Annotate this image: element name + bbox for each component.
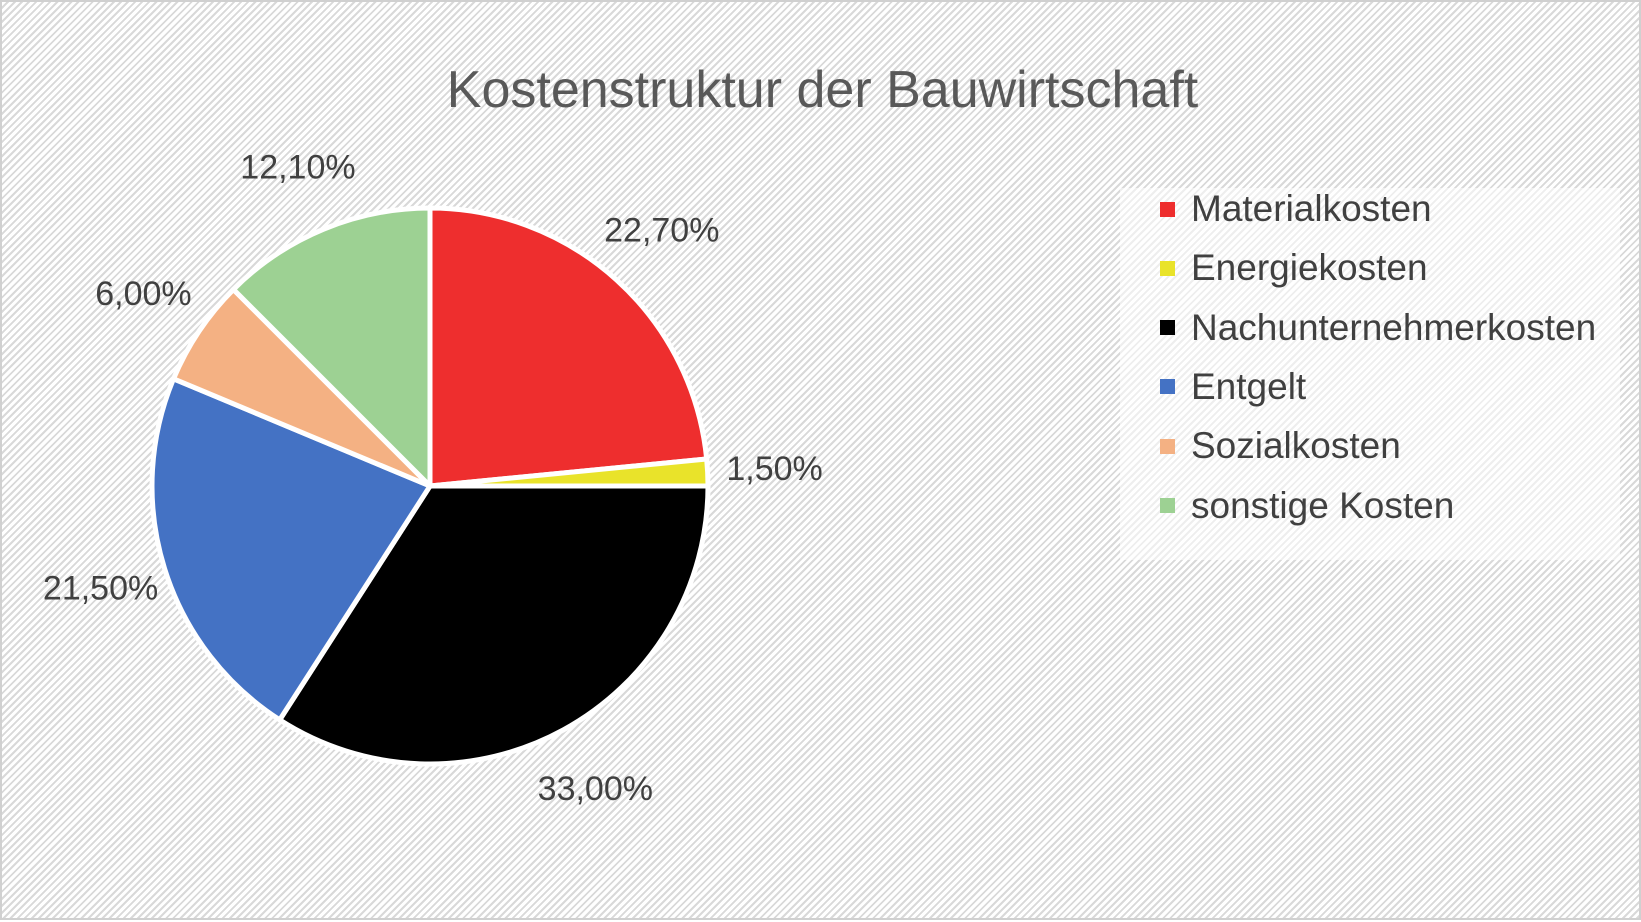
chart-title: Kostenstruktur der Bauwirtschaft: [446, 61, 1199, 119]
pie-slices: [149, 205, 711, 767]
legend-swatch: [1160, 438, 1175, 454]
data-label-entgelt: 21,50%: [43, 570, 158, 608]
pie-slice-sonstige-kosten: [230, 205, 433, 489]
legend-label: Nachunternehmerkosten: [1191, 306, 1597, 348]
legend-label: Sozialkosten: [1191, 425, 1401, 467]
legend-label: Materialkosten: [1191, 188, 1432, 229]
pie-slice-entgelt: [149, 376, 433, 723]
legend-label: Entgelt: [1191, 365, 1307, 407]
legend-label: Energiekosten: [1191, 247, 1428, 289]
legend: Materialkosten Energiekosten Nachunternehm…: [1120, 188, 1620, 560]
legend-item-entgelt: Entgelt: [1160, 365, 1307, 407]
data-label-energiekosten: 1,50%: [726, 450, 822, 488]
data-label-sozialkosten: 6,00%: [95, 275, 191, 313]
legend-swatch: [1160, 498, 1175, 513]
legend-item-materialkosten: Materialkosten: [1160, 188, 1432, 229]
legend-swatch: [1160, 201, 1175, 217]
data-label-nachunternehmerkosten: 33,00%: [538, 770, 653, 808]
legend-label: sonstige Kosten: [1191, 484, 1455, 526]
data-label-materialkosten: 22,70%: [604, 211, 719, 249]
legend-item-sonstige-kosten: sonstige Kosten: [1160, 484, 1455, 526]
legend-item-sozialkosten: Sozialkosten: [1160, 425, 1401, 467]
legend-item-nachunternehmerkosten: Nachunternehmerkosten: [1160, 306, 1597, 348]
pie-slice-materialkosten: [427, 205, 710, 489]
legend-item-energiekosten: Energiekosten: [1160, 247, 1428, 289]
legend-swatch: [1160, 260, 1175, 276]
data-label-sonstige-kosten: 12,10%: [240, 148, 355, 186]
legend-swatch: [1160, 379, 1175, 395]
legend-swatch: [1160, 320, 1175, 336]
pie-data-labels: 22,70% 1,50% 33,00% 21,50% 6,00% 12,10%: [43, 148, 823, 808]
